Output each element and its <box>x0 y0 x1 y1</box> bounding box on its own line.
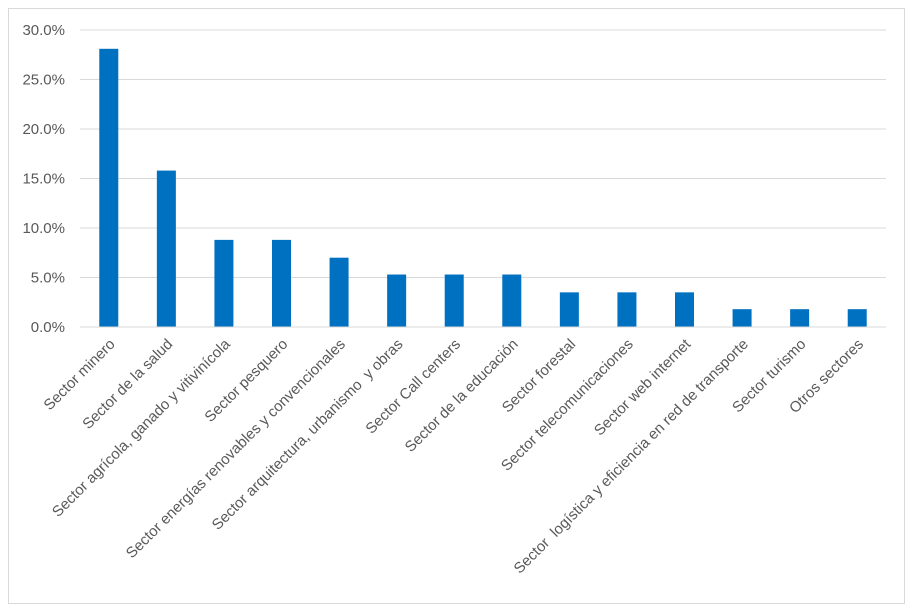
x-category-label: Sector web internet <box>591 335 695 439</box>
bar <box>559 292 579 327</box>
x-category-label: Sector de la educación <box>402 336 522 456</box>
bar <box>732 309 752 327</box>
y-tick-label: 10.0% <box>22 220 65 237</box>
y-tick-label: 20.0% <box>22 121 65 138</box>
y-tick-label: 0.0% <box>31 319 65 336</box>
y-tick-label: 5.0% <box>31 270 65 287</box>
y-tick-label: 25.0% <box>22 72 65 89</box>
bars <box>99 48 867 328</box>
bar <box>502 274 522 327</box>
x-category-label: Sector energías renovables y convenciona… <box>123 336 349 562</box>
bar <box>790 309 810 327</box>
bar <box>156 170 176 327</box>
y-axis-tick-labels: 0.0% 5.0% 10.0% 15.0% 20.0% 25.0% 30.0% <box>22 22 65 336</box>
y-tick-label: 30.0% <box>22 22 65 39</box>
bar <box>847 309 867 327</box>
bar <box>675 292 694 327</box>
gridlines <box>80 29 886 278</box>
bar <box>272 239 291 327</box>
bar <box>387 274 407 327</box>
bar <box>617 292 637 327</box>
x-category-label: Sector Call centers <box>362 336 464 438</box>
bar <box>99 48 119 328</box>
y-tick-label: 15.0% <box>22 171 65 188</box>
bar <box>329 257 349 327</box>
bar <box>214 239 234 327</box>
bar <box>444 274 464 327</box>
